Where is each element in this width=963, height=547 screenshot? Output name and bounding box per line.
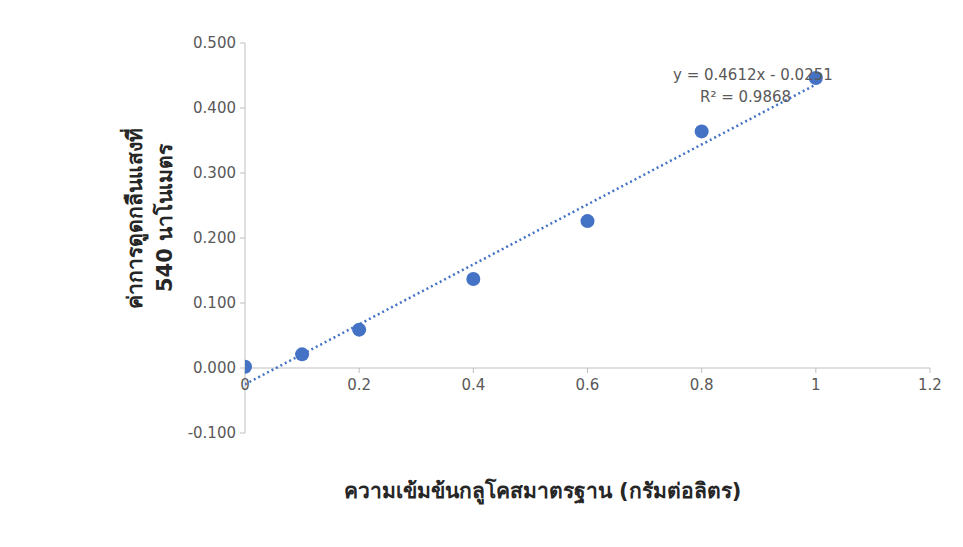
y-axis-title: ค่าการดูดกลืนแสงที่540 นาโนเมตร xyxy=(119,128,177,309)
x-tick-label: 0 xyxy=(240,376,250,394)
y-tick xyxy=(240,43,245,44)
x-tick-label: 1 xyxy=(811,376,821,394)
y-tick-label: 0.100 xyxy=(193,294,236,312)
y-tick-label: 0.000 xyxy=(193,359,236,377)
y-axis-title-line: 540 นาโนเมตร xyxy=(152,143,177,292)
chart: -0.100 0.000 0.100 0.200 0.300 0.400 0.500 0 0.2… xyxy=(0,0,963,547)
x-tick-label: 0.4 xyxy=(461,376,485,394)
x-tick xyxy=(930,368,931,373)
x-tick xyxy=(587,368,588,373)
y-tick xyxy=(240,368,245,369)
data-point xyxy=(352,323,366,337)
data-point xyxy=(295,347,309,361)
y-tick-label: 0.300 xyxy=(193,164,236,182)
x-tick-label: 0.2 xyxy=(347,376,371,394)
plot-area xyxy=(245,71,823,384)
y-tick xyxy=(240,173,245,174)
x-tick-label: 0.8 xyxy=(690,376,714,394)
y-tick-label: 0.200 xyxy=(193,229,236,247)
data-point xyxy=(466,272,480,286)
data-point xyxy=(581,214,595,228)
annotation: y = 0.4612x - 0.0251 xyxy=(673,66,833,84)
y-tick xyxy=(240,433,245,434)
trend-line xyxy=(245,85,816,385)
x-tick-label: 1.2 xyxy=(918,376,942,394)
x-tick xyxy=(359,368,360,373)
y-tick xyxy=(240,238,245,239)
annotation: R² = 0.9868 xyxy=(700,88,791,106)
x-tick xyxy=(473,368,474,373)
x-axis-title: ความเข้มข้นกลูโคสมาตรฐาน (กรัมต่อลิตร) xyxy=(344,478,742,505)
y-axis-title-line: ค่าการดูดกลืนแสงที่ xyxy=(119,128,149,309)
x-tick-label: 0.6 xyxy=(576,376,600,394)
y-tick xyxy=(240,303,245,304)
y-tick xyxy=(240,108,245,109)
y-tick-label: 0.400 xyxy=(193,99,236,117)
x-tick xyxy=(701,368,702,373)
y-tick-label: -0.100 xyxy=(188,424,236,442)
background xyxy=(0,0,963,547)
data-point xyxy=(245,360,252,374)
x-tick xyxy=(815,368,816,373)
y-tick-label: 0.500 xyxy=(193,34,236,52)
data-point xyxy=(695,124,709,138)
